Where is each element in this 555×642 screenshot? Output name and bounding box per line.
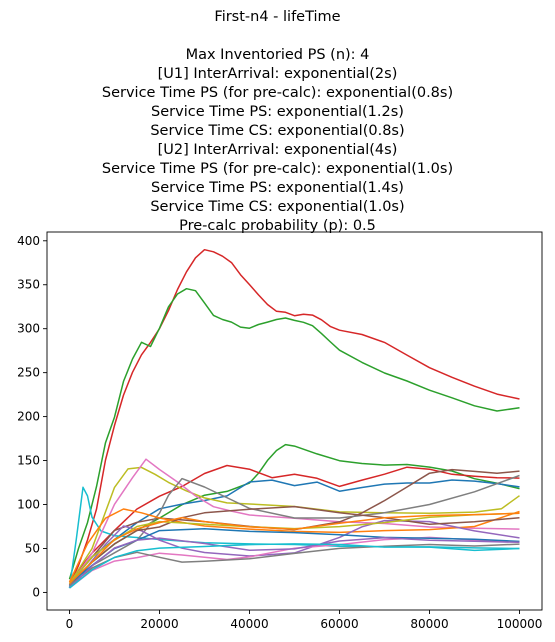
x-tick-label: 60000 — [320, 617, 358, 631]
axes-frame — [46, 231, 543, 611]
y-tick-label: 50 — [25, 541, 40, 555]
series-line — [68, 505, 520, 586]
subtitle-line: Service Time PS (for pre-calc): exponent… — [101, 161, 454, 177]
chart-subtitle: Max Inventoried PS (n): 4 [U1] InterArriv… — [0, 46, 555, 236]
x-tick-label: 20000 — [140, 617, 178, 631]
y-tick-label: 200 — [17, 410, 40, 424]
y-tick-label: 250 — [17, 366, 40, 380]
series-line — [68, 486, 520, 589]
subtitle-line: Service Time PS: exponential(1.2s) — [151, 104, 404, 120]
x-tick-label: 40000 — [230, 617, 268, 631]
y-tick-label: 100 — [17, 498, 40, 512]
y-tick-label: 0 — [32, 585, 40, 599]
y-tick-label: 150 — [17, 454, 40, 468]
series-line — [68, 287, 520, 580]
subtitle-line: Service Time PS (for pre-calc): exponent… — [101, 85, 454, 101]
y-tick-label: 400 — [17, 234, 40, 248]
subtitle-line: [U1] InterArrival: exponential(2s) — [157, 66, 398, 82]
subtitle-line: Service Time CS: exponential(1.0s) — [150, 199, 405, 215]
series-line — [68, 458, 520, 586]
x-tick-label: 80000 — [410, 617, 448, 631]
series-line — [68, 536, 520, 589]
series-line — [68, 466, 520, 585]
subtitle-line: Max Inventoried PS (n): 4 — [185, 47, 370, 63]
y-tick-label: 300 — [17, 322, 40, 336]
series-line — [68, 468, 520, 585]
chart-title: First-n4 - lifeTime — [214, 9, 341, 25]
x-tick-label: 0 — [66, 617, 74, 631]
series-line — [68, 474, 520, 589]
y-axis: 0 50 100 150 200 250 300 350 400 — [17, 234, 47, 599]
series-line — [68, 464, 520, 583]
subtitle-line: [U2] InterArrival: exponential(4s) — [157, 142, 398, 158]
subtitle-line: Pre-calc probability (p): 0.5 — [179, 218, 376, 234]
series-line — [68, 508, 520, 583]
series-line — [69, 543, 520, 589]
series-line — [68, 248, 520, 586]
subtitle-line: Service Time CS: exponential(0.8s) — [150, 123, 405, 139]
series-line — [68, 479, 520, 585]
series-line — [68, 512, 520, 585]
subtitle-line: Service Time PS: exponential(1.4s) — [151, 180, 404, 196]
x-tick-label: 100000 — [497, 617, 543, 631]
x-axis: 0 20000 40000 60000 80000 100000 — [66, 610, 543, 631]
series-line — [68, 443, 520, 585]
chart-title-block: First-n4 - lifeTime Max Inventoried PS (… — [0, 8, 555, 236]
y-tick-label: 350 — [17, 278, 40, 292]
plot-lines — [68, 248, 520, 589]
